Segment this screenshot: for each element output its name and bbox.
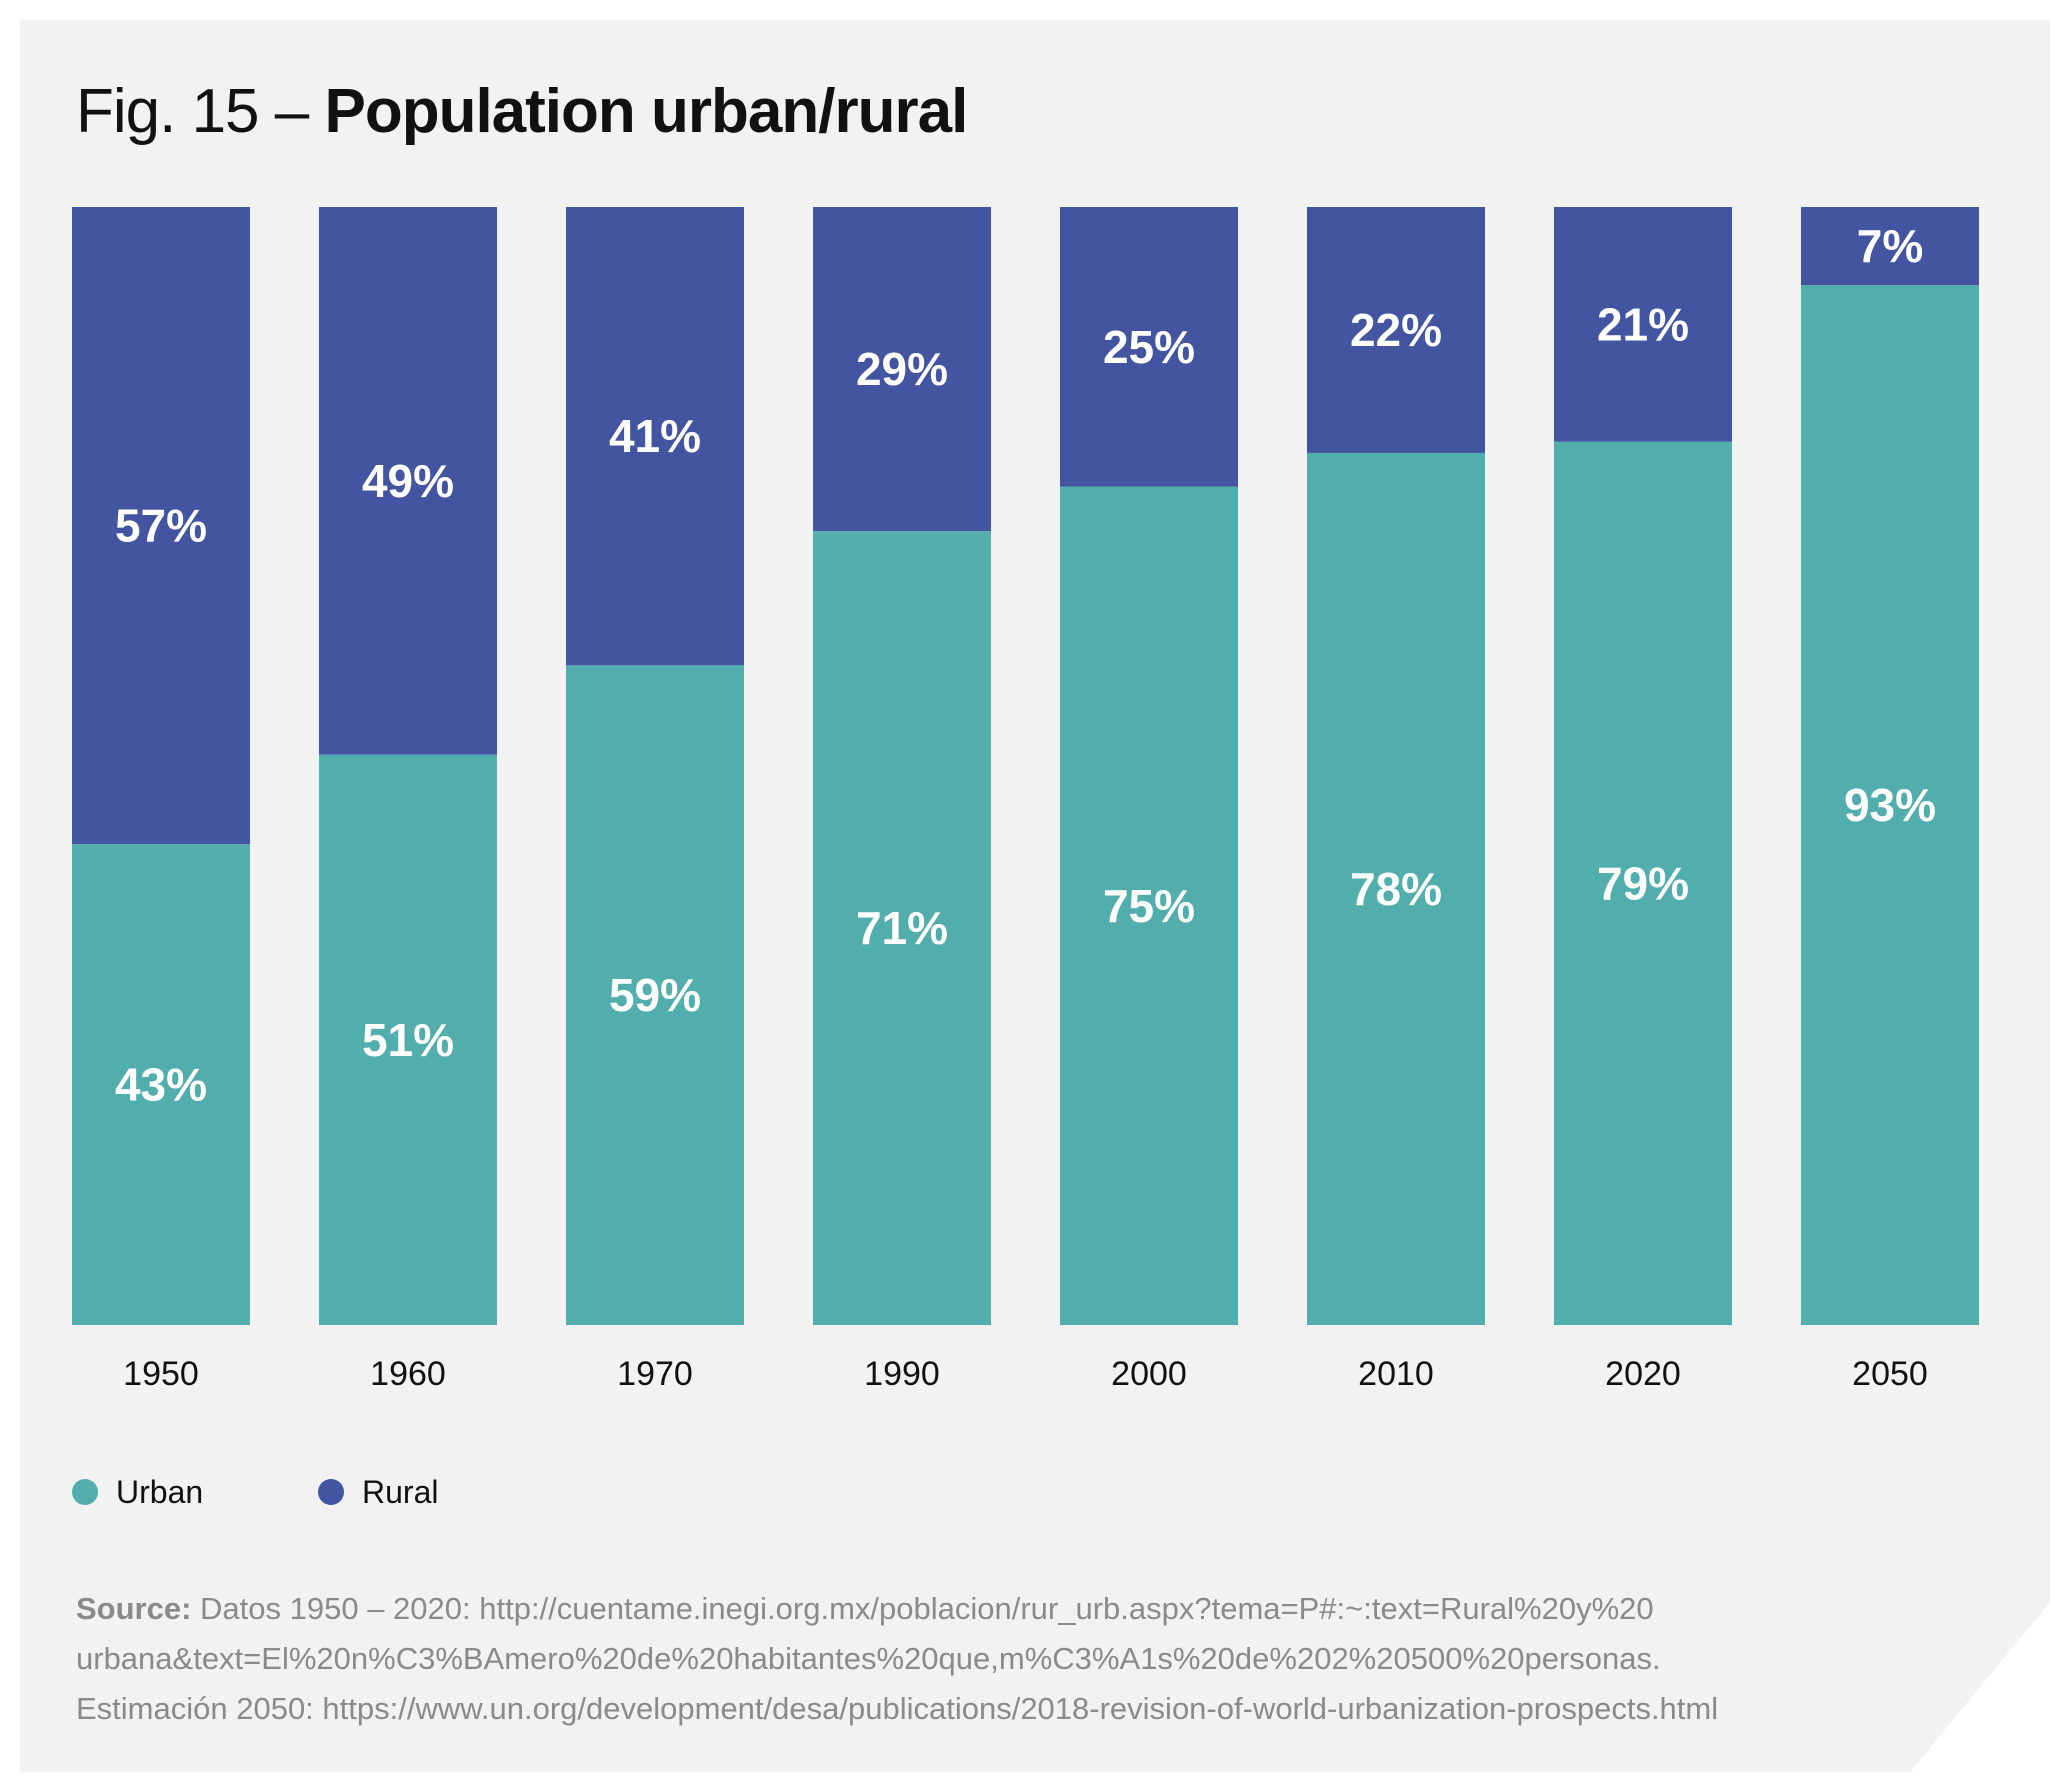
source-text-1: Datos 1950 – 2020: http://cuentame.inegi…	[191, 1591, 1654, 1626]
title-main: Population urban/rural	[324, 77, 968, 146]
stacked-bar-chart: 57% 43% 1950 49% 51% 1960 41% 59% 1970 29% 71% 1990…	[72, 207, 1979, 1393]
bar-rural-1990	[813, 207, 991, 532]
bar-rural-1950	[72, 207, 250, 845]
data-label-urban-2050: 93%	[1844, 779, 1936, 831]
source-line-1: Source: Datos 1950 – 2020: http://cuenta…	[76, 1584, 1976, 1634]
data-label-urban-1990: 71%	[856, 902, 948, 954]
x-tick-label-2020: 2020	[1605, 1355, 1681, 1393]
data-label-urban-1960: 51%	[362, 1014, 454, 1066]
x-tick-label-1970: 1970	[617, 1355, 693, 1393]
data-label-urban-2010: 78%	[1350, 863, 1442, 915]
data-label-urban-2020: 79%	[1597, 857, 1689, 909]
data-label-rural-1960: 49%	[362, 455, 454, 507]
x-tick-label-1950: 1950	[123, 1355, 199, 1393]
x-tick-label-1960: 1960	[370, 1355, 446, 1393]
x-tick-label-2050: 2050	[1852, 1355, 1928, 1393]
title-prefix: Fig. 15 –	[76, 77, 325, 146]
legend-rural-label: Rural	[362, 1473, 439, 1510]
bar-rural-2000	[1060, 207, 1238, 487]
bar-urban-1990	[813, 531, 991, 1325]
bar-rural-2020	[1554, 207, 1732, 442]
source-line-2: urbana&text=El%20n%C3%BAmero%20de%20habi…	[76, 1641, 1661, 1676]
data-label-rural-2010: 22%	[1350, 304, 1442, 356]
bar-urban-2050	[1801, 285, 1979, 1325]
data-label-rural-2020: 21%	[1597, 298, 1689, 350]
bar-urban-1970	[566, 665, 744, 1325]
data-label-urban-1970: 59%	[609, 969, 701, 1021]
bar-urban-2010	[1307, 452, 1485, 1326]
legend-rural: Rural	[318, 1472, 438, 1512]
bar-rural-1970	[566, 207, 744, 666]
source-label: Source:	[76, 1591, 192, 1626]
x-tick-label-2000: 2000	[1111, 1355, 1187, 1393]
data-label-urban-2000: 75%	[1103, 880, 1195, 932]
data-label-rural-2050: 7%	[1857, 220, 1923, 272]
x-tick-label-1990: 1990	[864, 1355, 940, 1393]
data-label-rural-1970: 41%	[609, 410, 701, 462]
bar-urban-2000	[1060, 486, 1238, 1325]
data-label-rural-1990: 29%	[856, 343, 948, 395]
data-label-rural-1950: 57%	[115, 500, 207, 552]
legend-urban-label: Urban	[116, 1473, 204, 1510]
source-line-3: Estimación 2050: https://www.un.org/deve…	[76, 1691, 1719, 1726]
bar-rural-2010	[1307, 207, 1485, 453]
bar-urban-2020	[1554, 441, 1732, 1325]
chart-title: Fig. 15 – Population urban/rural	[76, 72, 968, 152]
source-note: Source: Datos 1950 – 2020: http://cuenta…	[76, 1584, 1976, 1734]
x-tick-label-2010: 2010	[1358, 1355, 1434, 1393]
data-label-urban-1950: 43%	[115, 1059, 207, 1111]
bar-urban-1950	[72, 844, 250, 1325]
bar-urban-1960	[319, 754, 497, 1325]
legend-rural-swatch	[318, 1479, 344, 1505]
data-label-rural-2000: 25%	[1103, 321, 1195, 373]
bar-rural-1960	[319, 207, 497, 755]
legend-urban: Urban	[72, 1472, 203, 1512]
legend-urban-swatch	[72, 1479, 98, 1505]
bar-rural-2050	[1801, 207, 1979, 286]
